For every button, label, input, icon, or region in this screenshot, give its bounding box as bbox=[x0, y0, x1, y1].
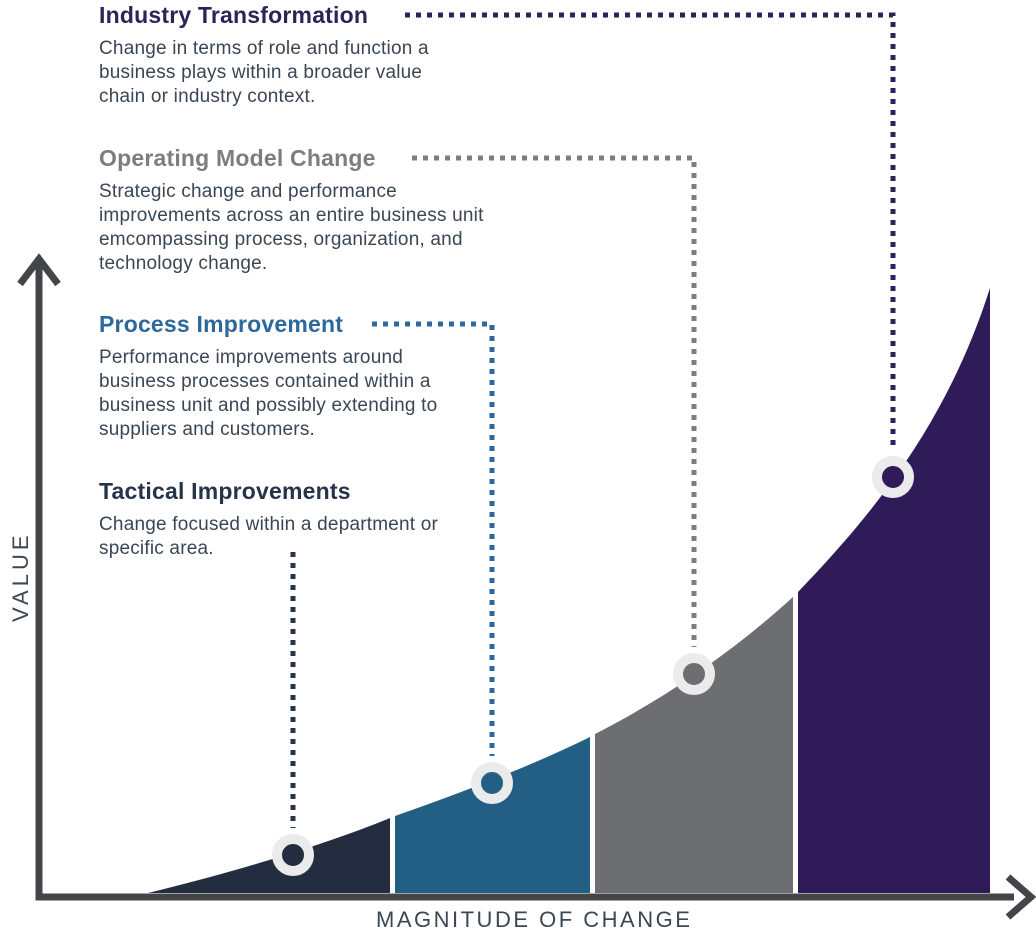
curve-area-process bbox=[395, 737, 590, 893]
stage-title-tactical-improvements: Tactical Improvements bbox=[99, 478, 351, 504]
stage-block-industry-transformation: Industry Transformation Change in terms … bbox=[99, 1, 464, 109]
stage-block-operating-model-change: Operating Model Change Strategic change … bbox=[99, 144, 499, 276]
marker-process bbox=[471, 762, 513, 804]
leader-line-operating bbox=[412, 155, 697, 647]
stage-description-operating-model-change: Strategic change and performance improve… bbox=[99, 181, 484, 274]
stage-description-tactical-improvements: Change focused within a department or sp… bbox=[99, 514, 439, 559]
stage-block-process-improvement: Process Improvement Performance improvem… bbox=[99, 310, 477, 442]
leader-line-process bbox=[372, 321, 495, 756]
axis-lines bbox=[35, 263, 1014, 901]
y-axis-label: VALUE bbox=[8, 531, 33, 622]
stage-description-industry-transformation: Change in terms of role and function a b… bbox=[99, 38, 429, 107]
leader-line-industry bbox=[405, 12, 896, 450]
y-axis-arrow-icon bbox=[17, 253, 61, 287]
stage-title-process-improvement: Process Improvement bbox=[99, 311, 344, 337]
marker-tactical bbox=[272, 834, 314, 876]
marker-operating bbox=[673, 653, 715, 695]
stage-title-operating-model-change: Operating Model Change bbox=[99, 145, 376, 171]
stage-description-process-improvement: Performance improvements around business… bbox=[99, 347, 438, 440]
stage-block-tactical-improvements: Tactical Improvements Change focused wit… bbox=[99, 477, 457, 561]
marker-industry bbox=[872, 456, 914, 498]
x-axis-label: MAGNITUDE OF CHANGE bbox=[376, 907, 693, 932]
curve-area-tactical bbox=[148, 818, 390, 893]
x-axis-arrow-icon bbox=[1005, 874, 1036, 920]
curve-area-industry bbox=[798, 288, 990, 893]
curve-area-operating bbox=[595, 597, 793, 893]
stage-title-industry-transformation: Industry Transformation bbox=[99, 2, 369, 28]
